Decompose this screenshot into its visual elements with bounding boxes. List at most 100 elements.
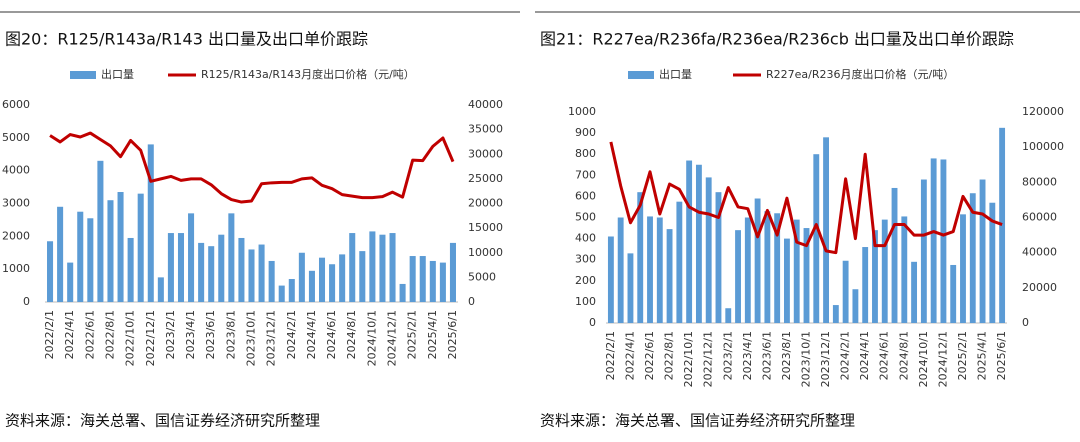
x-tick-label: 2023/8/1 — [780, 331, 793, 380]
bar — [198, 242, 205, 302]
bar — [137, 193, 144, 302]
y-tick-label: 900 — [575, 126, 596, 139]
bar — [754, 198, 761, 323]
source: 资料来源：海关总署、国信证券经济研究所整理 — [540, 412, 855, 430]
x-tick-label: 2023/8/1 — [224, 310, 237, 359]
bar — [399, 283, 406, 302]
bar — [940, 159, 947, 323]
bar — [823, 137, 829, 323]
bar — [852, 289, 859, 323]
bar — [117, 192, 124, 302]
bar — [268, 260, 275, 302]
y-tick-label: 400 — [575, 232, 596, 245]
bar — [960, 214, 966, 323]
legend-label: R125/R143a/R143月度出口价格（元/吨） — [201, 67, 415, 81]
bar — [832, 305, 839, 323]
y-tick-label: 500 — [575, 211, 596, 224]
y2-tick-label: 0 — [1022, 316, 1029, 329]
bar — [803, 228, 810, 323]
bar — [901, 216, 908, 323]
bar — [989, 202, 996, 323]
y2-tick-label: 25000 — [468, 172, 503, 185]
chart-title: 图21：R227ea/R236fa/R236ea/R236cb 出口量及出口单价… — [540, 30, 1014, 49]
bar — [288, 279, 295, 302]
bar — [656, 217, 663, 323]
legend-swatch — [70, 71, 96, 79]
x-tick-label: 2025/2/1 — [406, 310, 419, 359]
y-tick-label: 0 — [23, 295, 30, 308]
x-tick-label: 2023/2/1 — [721, 331, 734, 380]
x-tick-label: 2022/8/1 — [663, 331, 676, 380]
x-tick-label: 2025/6/1 — [995, 331, 1008, 380]
x-tick-label: 2022/2/1 — [604, 331, 617, 380]
y-tick-label: 1000 — [2, 262, 30, 275]
y-tick-label: 4000 — [2, 164, 30, 177]
y2-tick-label: 20000 — [1022, 281, 1057, 294]
bar — [429, 260, 436, 302]
x-tick-label: 2024/4/1 — [858, 331, 871, 380]
bar — [389, 233, 396, 302]
bar — [725, 308, 732, 323]
y2-tick-label: 60000 — [1022, 211, 1057, 224]
legend-label: 出口量 — [101, 67, 134, 81]
bar — [744, 217, 751, 323]
bar — [167, 233, 174, 302]
bar — [359, 251, 366, 302]
bar — [911, 261, 918, 323]
x-tick-label: 2023/10/1 — [245, 310, 258, 366]
x-tick-label: 2022/6/1 — [83, 310, 96, 359]
y-tick-label: 5000 — [2, 131, 30, 144]
bar — [686, 160, 693, 323]
y-tick-label: 3000 — [2, 197, 30, 210]
bar — [891, 187, 898, 323]
bar — [379, 234, 386, 302]
bar — [318, 257, 326, 302]
bar — [77, 211, 84, 302]
x-tick-label: 2022/12/1 — [702, 331, 715, 387]
y-tick-label: 700 — [575, 168, 596, 181]
y-tick-label: 0 — [589, 316, 596, 329]
x-tick-label: 2022/10/1 — [682, 331, 695, 387]
bar — [228, 213, 235, 302]
x-tick-label: 2024/2/1 — [839, 331, 852, 380]
bar — [87, 218, 94, 302]
x-tick-label: 2022/4/1 — [63, 310, 76, 359]
y-tick-label: 2000 — [2, 229, 30, 242]
x-tick-label: 2024/6/1 — [325, 310, 338, 359]
x-tick-label: 2022/2/1 — [43, 310, 56, 359]
x-tick-label: 2024/8/1 — [345, 310, 358, 359]
bar — [930, 158, 937, 323]
x-tick-label: 2023/12/1 — [819, 331, 832, 387]
x-tick-label: 2022/4/1 — [623, 331, 636, 380]
y2-tick-label: 20000 — [468, 197, 503, 210]
bar — [793, 219, 800, 323]
bar — [666, 229, 673, 323]
bar — [97, 160, 104, 302]
bar — [764, 211, 771, 323]
y-tick-label: 800 — [575, 147, 596, 160]
x-tick-label: 2023/10/1 — [800, 331, 813, 387]
y2-tick-label: 0 — [468, 295, 475, 308]
bar — [369, 231, 376, 302]
bar — [157, 277, 164, 302]
bar — [188, 213, 195, 302]
bar — [419, 256, 426, 302]
x-tick-label: 2023/6/1 — [760, 331, 773, 380]
x-tick-label: 2025/2/1 — [956, 331, 969, 380]
x-tick-label: 2023/2/1 — [164, 310, 177, 359]
x-tick-label: 2023/6/1 — [204, 310, 217, 359]
y2-tick-label: 80000 — [1022, 175, 1057, 188]
legend-swatch — [628, 71, 654, 79]
bar — [278, 285, 285, 302]
x-tick-label: 2025/4/1 — [426, 310, 439, 359]
bar — [813, 154, 820, 323]
bar — [298, 252, 305, 302]
bar — [695, 164, 702, 323]
bar — [950, 264, 957, 323]
y2-tick-label: 120000 — [1022, 105, 1064, 118]
bar — [999, 127, 1006, 323]
bar — [607, 236, 614, 323]
legend-label: 出口量 — [659, 67, 692, 81]
bar — [920, 179, 927, 323]
